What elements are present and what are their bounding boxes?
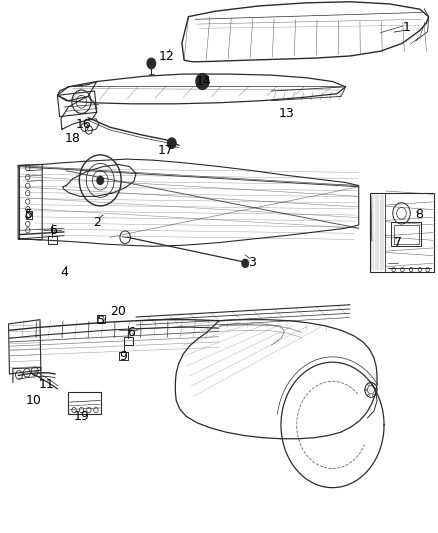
Bar: [370, 193, 434, 272]
Text: 10: 10: [25, 394, 41, 407]
Text: 20: 20: [110, 305, 126, 318]
Text: 14: 14: [196, 75, 212, 88]
Circle shape: [97, 176, 104, 184]
Text: 3: 3: [248, 256, 256, 269]
Text: 18: 18: [65, 132, 81, 146]
Text: 4: 4: [60, 266, 68, 279]
Text: 13: 13: [279, 107, 294, 120]
Text: 5: 5: [97, 314, 105, 327]
Text: 11: 11: [39, 378, 54, 391]
Text: 16: 16: [76, 118, 92, 131]
Circle shape: [242, 259, 249, 268]
Text: 12: 12: [159, 50, 174, 63]
Text: 17: 17: [158, 144, 174, 157]
Text: 8: 8: [415, 208, 423, 221]
Circle shape: [147, 58, 155, 69]
Bar: [392, 222, 421, 246]
Text: 1: 1: [403, 21, 411, 34]
Text: 9: 9: [119, 350, 127, 364]
Circle shape: [196, 74, 209, 90]
Text: 7: 7: [394, 236, 402, 249]
Text: 2: 2: [93, 216, 101, 229]
Text: 6: 6: [49, 224, 57, 237]
Bar: [68, 392, 101, 414]
Text: 19: 19: [74, 410, 89, 423]
Text: 6: 6: [127, 326, 135, 340]
Bar: [394, 224, 419, 244]
Circle shape: [167, 138, 176, 149]
Text: 5: 5: [25, 208, 33, 221]
